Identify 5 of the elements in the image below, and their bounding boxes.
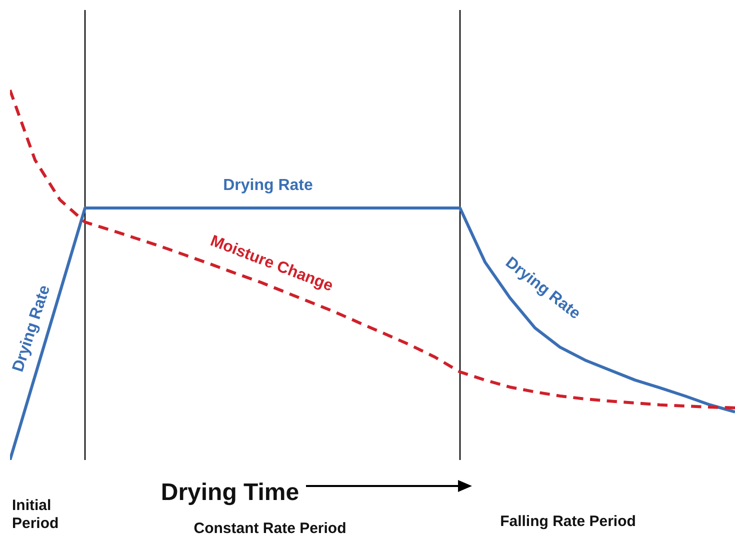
text: Falling Rate Period <box>500 513 636 530</box>
text: Initial Period <box>12 497 59 532</box>
text: Drying Time <box>160 479 300 506</box>
series-label: Drying Rate <box>223 177 313 194</box>
text: Constant Rate Period <box>194 520 346 537</box>
